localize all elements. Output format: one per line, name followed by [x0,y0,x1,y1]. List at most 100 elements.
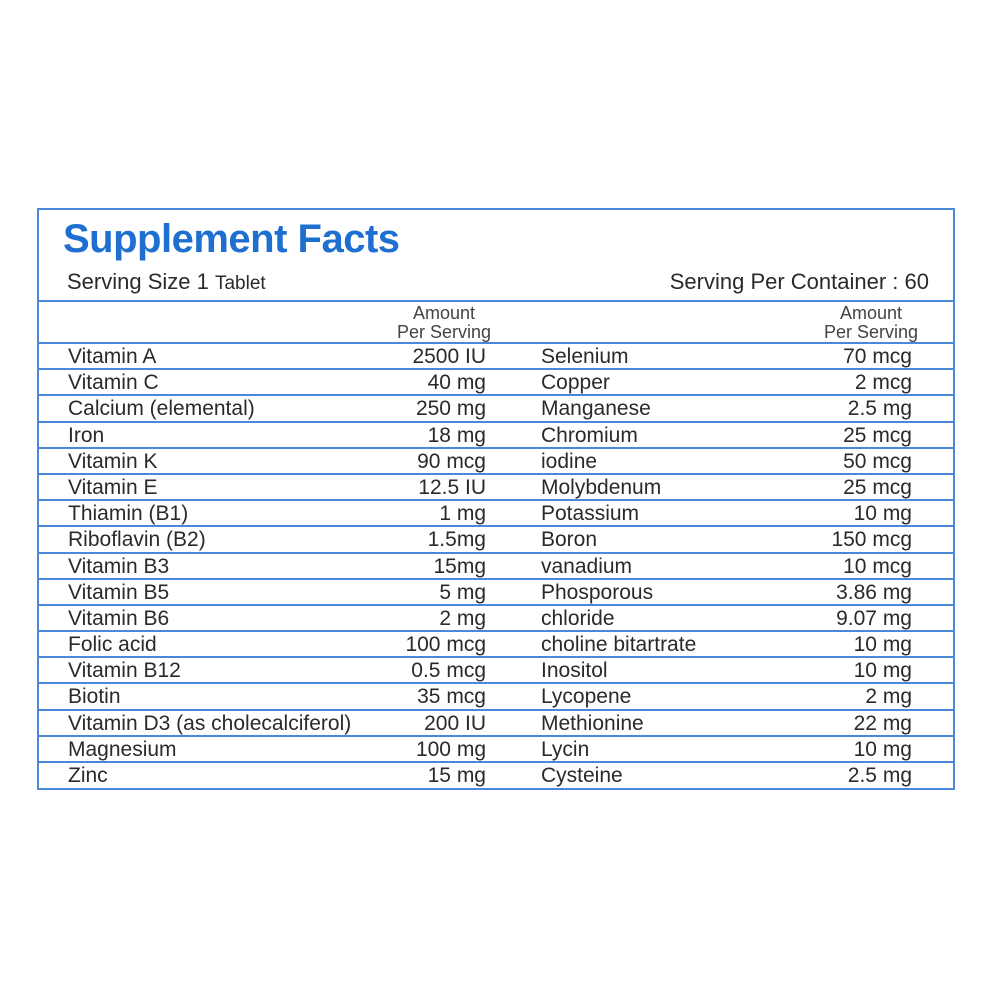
nutrient-name: Lycin [541,737,590,761]
nutrient-amount: 25 mcg [843,475,912,499]
table-row: Vitamin A 2500 IU Selenium 70 mcg [39,344,953,371]
nutrient-name: Methionine [541,711,644,735]
nutrient-amount: 9.07 mg [836,606,912,630]
nutrient-amount: 1.5mg [427,528,486,552]
nutrient-amount: 12.5 IU [418,475,486,499]
column-header-divider [39,342,953,344]
nutrient-name: Boron [541,528,598,552]
table-row: Biotin 35 mcg Lycopene 2 mg [39,684,953,711]
nutrient-amount: 100 mcg [405,633,486,657]
nutrient-name: Zinc [68,764,108,787]
nutrient-name: Riboflavin (B2) [68,528,206,552]
nutrient-name: Vitamin B3 [68,554,170,578]
nutrient-name: Vitamin B6 [68,606,170,630]
nutrient-name: Inositol [541,659,608,683]
nutrient-amount: 10 mg [853,502,912,526]
amount-header-left: Amount Per Serving [384,304,504,342]
nutrient-name: vanadium [541,554,633,578]
nutrient-amount: 2 mg [865,685,912,709]
amount-header-line2: Per Serving [396,322,492,342]
serving-size-unit: Tablet [214,273,266,294]
nutrient-amount: 18 mg [427,423,486,447]
nutrient-amount: 22 mg [853,711,912,735]
nutrient-name: Manganese [541,397,651,421]
supplement-facts-panel: Supplement Facts Serving Size 1 Tablet S… [37,208,955,790]
serving-per-container: Serving Per Container : 60 [669,269,929,294]
nutrient-name: Vitamin B5 [68,580,170,604]
nutrient-name: Thiamin (B1) [68,502,189,526]
panel-title: Supplement Facts [63,217,400,261]
nutrient-amount: 2.5 mg [847,397,912,421]
nutrient-name: Vitamin E [68,475,158,499]
table-row: Magnesium 100 mg Lycin 10 mg [39,737,953,763]
table-row: Calcium (elemental) 250 mg Manganese 2.5 mg [39,396,953,423]
nutrient-amount: 40 mg [427,371,486,395]
nutrient-amount: 1 mg [439,502,486,526]
table-row: Vitamin B5 5 mg Phosporous 3.86 mg [39,580,953,606]
nutrient-table: Vitamin A 2500 IU Selenium 70 mcg Vitamin C… [39,344,953,789]
amount-header-line2: Per Serving [823,322,919,342]
nutrient-amount: 70 mcg [843,345,912,368]
nutrient-name: Vitamin C [68,371,159,395]
nutrient-name: Selenium [541,345,629,368]
table-row: Vitamin C 40 mg Copper 2 mcg [39,370,953,397]
nutrient-name: choline bitartrate [541,633,697,657]
header-divider [39,300,953,302]
nutrient-name: Chromium [541,423,638,447]
nutrient-amount: 2500 IU [412,345,486,368]
nutrient-amount: 5 mg [439,580,486,604]
table-row: Zinc 15 mg Cysteine 2.5 mg [39,763,953,789]
table-row: Vitamin B12 0.5 mcg Inositol 10 mg [39,658,953,685]
nutrient-name: Copper [541,371,610,395]
nutrient-amount: 10 mg [853,737,912,761]
nutrient-name: Vitamin K [68,449,158,473]
nutrient-amount: 35 mcg [417,685,486,709]
nutrient-amount: 150 mcg [831,528,912,552]
serving-size: Serving Size 1 Tablet [67,268,266,298]
nutrient-name: Molybdenum [541,475,662,499]
nutrient-name: Vitamin D3 (as cholecalciferol) [68,711,352,735]
nutrient-name: Calcium (elemental) [68,397,255,421]
nutrient-name: Biotin [68,685,121,709]
nutrient-name: Vitamin A [68,345,157,368]
table-row: Thiamin (B1) 1 mg Potassium 10 mg [39,501,953,528]
nutrient-name: chloride [541,606,615,630]
nutrient-amount: 10 mg [853,633,912,657]
table-row: Riboflavin (B2) 1.5mg Boron 150 mcg [39,527,953,554]
nutrient-name: Vitamin B12 [68,659,181,683]
nutrient-amount: 10 mg [853,659,912,683]
nutrient-name: Cysteine [541,764,623,787]
amount-header-line1: Amount [839,303,903,323]
table-row: Folic acid 100 mcg choline bitartrate 10 mg [39,632,953,659]
table-row: Vitamin E 12.5 IU Molybdenum 25 mcg [39,475,953,502]
nutrient-name: Potassium [541,502,640,526]
nutrient-amount: 100 mg [415,737,486,761]
nutrient-amount: 10 mcg [843,554,912,578]
amount-header-line1: Amount [412,303,476,323]
nutrient-amount: 15mg [433,554,486,578]
nutrient-amount: 25 mcg [843,423,912,447]
nutrient-name: Phosporous [541,580,654,604]
nutrient-amount: 3.86 mg [836,580,912,604]
table-row: Vitamin D3 (as cholecalciferol) 200 IU Met… [39,711,953,737]
nutrient-name: Magnesium [68,737,177,761]
serving-size-text: Serving Size 1 [67,269,209,294]
table-row: Vitamin B6 2 mg chloride 9.07 mg [39,606,953,633]
nutrient-amount: 250 mg [415,397,486,421]
nutrient-amount: 15 mg [427,764,486,787]
nutrient-name: Folic acid [68,633,157,657]
amount-header-right: Amount Per Serving [811,304,931,342]
table-row: Vitamin B3 15mg vanadium 10 mcg [39,554,953,580]
nutrient-amount: 0.5 mcg [411,659,486,683]
nutrient-name: Lycopene [541,685,632,709]
nutrient-name: iodine [541,449,598,473]
nutrient-amount: 90 mcg [417,449,486,473]
nutrient-amount: 2.5 mg [847,764,912,787]
nutrient-amount: 50 mcg [843,449,912,473]
nutrient-amount: 200 IU [424,711,486,735]
table-row: Iron 18 mg Chromium 25 mcg [39,423,953,449]
table-row: Vitamin K 90 mcg iodine 50 mcg [39,449,953,475]
nutrient-amount: 2 mg [439,606,486,630]
nutrient-amount: 2 mcg [854,371,912,395]
nutrient-name: Iron [68,423,105,447]
